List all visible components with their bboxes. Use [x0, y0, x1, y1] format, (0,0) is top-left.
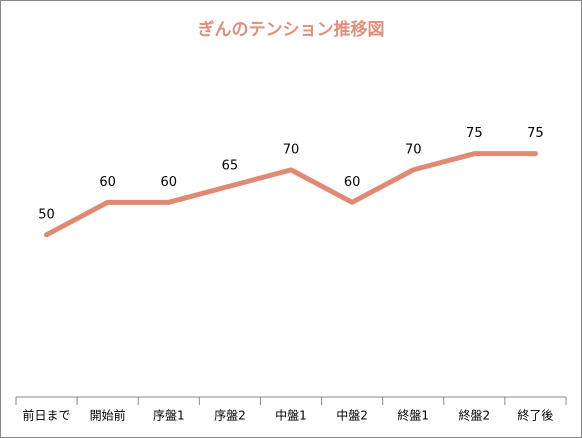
- data-label: 70: [283, 142, 300, 157]
- x-tick-label: 序盤2: [214, 408, 246, 423]
- data-label: 75: [466, 126, 483, 141]
- data-label: 75: [527, 126, 544, 141]
- data-label: 60: [161, 175, 178, 190]
- x-tick-label: 終盤1: [397, 408, 429, 423]
- x-tick-label: 中盤2: [336, 408, 368, 423]
- data-label: 60: [344, 175, 361, 190]
- x-tick-label: 終盤2: [459, 408, 491, 423]
- x-tick-label: 序盤1: [153, 408, 185, 423]
- x-tick-label: 中盤1: [275, 408, 307, 423]
- x-tick-label: 前日まで: [23, 408, 71, 423]
- line: [44, 151, 538, 238]
- data-label: 60: [99, 175, 116, 190]
- x-tick-label: 開始前: [90, 408, 126, 423]
- data-label: 50: [38, 207, 55, 222]
- data-label: 65: [222, 159, 239, 174]
- chart-title: ぎんのテンション推移図: [198, 19, 385, 40]
- data-label: 70: [405, 142, 422, 157]
- x-tick-label: 終了後: [517, 408, 553, 423]
